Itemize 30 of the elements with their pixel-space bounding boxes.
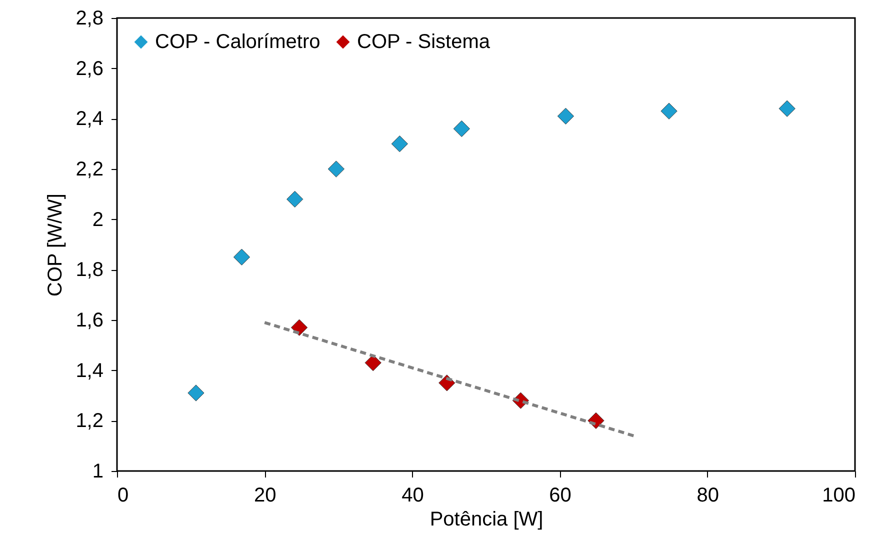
y-tick-label: 1,8 [76,259,104,282]
point [328,160,344,178]
y-tick-label: 2,2 [76,158,104,180]
y-axis-title: COP [W/W] [44,194,67,296]
legend-label: COP - Sistema [357,31,491,53]
y-tick-label: 2,4 [76,108,104,130]
point [453,120,470,138]
x-axis-title: Potência [W] [430,508,544,530]
x-tick-label: 40 [402,484,424,506]
point [290,319,308,336]
x-tick-label: 80 [696,484,720,506]
x-tick-label: 60 [549,484,572,506]
y-tick-label: 1,4 [76,360,104,382]
point [778,100,796,117]
y-tick-label: 1 [92,460,104,482]
point [188,384,204,402]
x-tick-label: 20 [254,484,276,506]
point [233,248,250,266]
y-tick-label: 2,6 [76,58,104,80]
point [391,136,408,152]
x-tick-label: 100 [822,484,856,506]
y-tick-label: 2,8 [76,8,104,30]
y-tick-label: 1,2 [76,410,104,432]
y-tick-label: 2 [92,208,104,231]
y-tick-label: 1,6 [76,310,104,332]
x-tick-label: 0 [118,484,129,506]
point [286,190,304,208]
point [660,102,678,120]
legend-label: COP - Calorímetro [155,31,320,53]
point [557,108,574,124]
